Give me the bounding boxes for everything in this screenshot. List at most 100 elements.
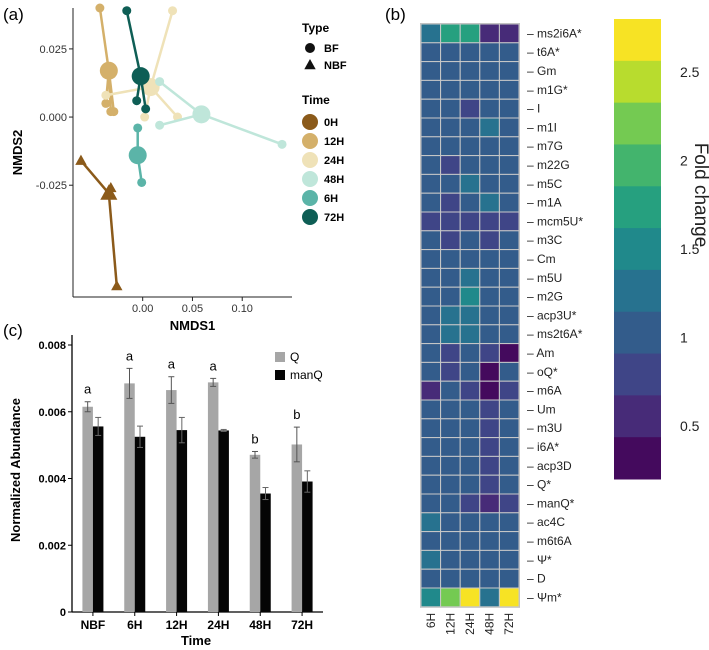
heatmap-cell bbox=[479, 305, 500, 326]
heatmap-cell bbox=[479, 249, 500, 269]
heatmap-cell bbox=[420, 455, 442, 476]
heatmap-cell bbox=[440, 399, 461, 420]
x-tick-label: 0.10 bbox=[232, 303, 253, 315]
heatmap-cell bbox=[440, 211, 461, 232]
heatmap-cell bbox=[498, 23, 520, 44]
heatmap-cell bbox=[459, 286, 481, 307]
heatmap-cell bbox=[479, 173, 500, 194]
legend-time-swatch bbox=[302, 114, 318, 130]
heatmap-cell bbox=[498, 399, 520, 420]
heatmap-cell bbox=[479, 512, 500, 533]
row-label: – Q* bbox=[527, 478, 551, 492]
x-tick-label: 24H bbox=[207, 618, 229, 632]
heatmap-cell bbox=[498, 230, 520, 251]
row-label: – acp3U* bbox=[527, 308, 577, 322]
heatmap-cell bbox=[459, 230, 481, 251]
heatmap-cell bbox=[498, 361, 520, 382]
heatmap-cell bbox=[420, 23, 442, 44]
heatmap-cell bbox=[479, 549, 500, 570]
heatmap-cell bbox=[479, 587, 500, 608]
row-label: – manQ* bbox=[527, 496, 575, 510]
heatmap-cell bbox=[498, 531, 520, 551]
heatmap-cell bbox=[440, 286, 461, 307]
heatmap-cell bbox=[440, 155, 461, 175]
legend-time-title: Time bbox=[302, 93, 330, 107]
heatmap-cell bbox=[440, 493, 461, 514]
data-point-72H bbox=[122, 6, 132, 16]
heatmap-cell bbox=[498, 42, 520, 63]
row-label: – ms2i6A* bbox=[527, 26, 582, 40]
bar-Q bbox=[249, 454, 261, 612]
colorbar-tick-label: 1.5 bbox=[680, 241, 700, 257]
row-label: – mcm5U* bbox=[527, 214, 583, 228]
y-tick-label: 0.008 bbox=[38, 340, 66, 352]
heatmap-cell bbox=[440, 324, 461, 345]
bar-Q bbox=[82, 406, 93, 612]
colorbar-band bbox=[614, 353, 661, 396]
heatmap-cell bbox=[498, 512, 520, 533]
heatmap-cell bbox=[479, 79, 500, 100]
heatmap-cell bbox=[420, 380, 442, 401]
bar-manQ bbox=[302, 481, 313, 612]
heatmap-cell bbox=[440, 437, 461, 457]
colorbar-title: Fold change bbox=[690, 143, 709, 248]
row-label: – Ψm* bbox=[527, 590, 562, 604]
heatmap-cell bbox=[440, 455, 461, 476]
colorbar-tick-label: 2.5 bbox=[680, 64, 700, 80]
heatmap-cell bbox=[479, 117, 500, 138]
heatmap-cell bbox=[479, 493, 500, 514]
heatmap-cell bbox=[498, 418, 520, 439]
heatmap-cell bbox=[498, 98, 520, 119]
x-tick-label: 48H bbox=[249, 618, 271, 632]
centroid-0H bbox=[100, 184, 118, 200]
colorbar-tick-label: 2 bbox=[680, 153, 688, 169]
x-tick-label: 6H bbox=[127, 618, 142, 632]
heatmap-cell bbox=[479, 361, 500, 382]
heatmap-cell bbox=[498, 380, 520, 401]
heatmap-cell bbox=[498, 455, 520, 476]
row-label: – Um bbox=[527, 402, 556, 416]
heatmap-cell bbox=[420, 512, 442, 533]
data-point-48H bbox=[155, 77, 165, 87]
row-label: – t6A* bbox=[527, 45, 560, 59]
colorbar-band bbox=[614, 19, 661, 62]
heatmap-cell bbox=[420, 42, 442, 63]
heatmap-cell bbox=[498, 155, 520, 175]
heatmap-cell bbox=[479, 42, 500, 63]
row-label: – Ψ* bbox=[527, 553, 552, 567]
heatmap-cell bbox=[498, 549, 520, 570]
centroid-72H bbox=[131, 67, 150, 86]
heatmap-cell bbox=[440, 549, 461, 570]
colorbar-band bbox=[614, 437, 661, 480]
x-tick-label: 72H bbox=[291, 618, 313, 632]
row-label: – m1A bbox=[527, 196, 562, 210]
legend-label: Q bbox=[290, 350, 299, 364]
colorbar-band bbox=[614, 186, 661, 229]
legend-triangle-icon bbox=[304, 59, 316, 70]
panel-label-a: (a) bbox=[3, 5, 24, 24]
x-tick-label: 0.00 bbox=[132, 303, 153, 315]
heatmap-cell bbox=[459, 267, 481, 288]
centroid-12H bbox=[99, 61, 118, 80]
heatmap-cell bbox=[479, 23, 500, 44]
legend-type-title: Type bbox=[302, 21, 329, 35]
heatmap-cell bbox=[440, 79, 461, 100]
heatmap-cell bbox=[459, 23, 481, 44]
heatmap-cell bbox=[459, 249, 481, 269]
heatmap-cell bbox=[479, 230, 500, 251]
column-label: 6H bbox=[424, 613, 438, 628]
heatmap-cell bbox=[498, 267, 520, 288]
heatmap-cell bbox=[420, 98, 442, 119]
heatmap-cell bbox=[420, 418, 442, 439]
data-point-48H bbox=[155, 120, 165, 130]
colorbar-band bbox=[614, 269, 661, 313]
x-tick-label: NBF bbox=[81, 618, 106, 632]
heatmap-cell bbox=[440, 531, 461, 551]
legend-circle-icon bbox=[305, 43, 315, 53]
legend-time-swatch bbox=[302, 190, 318, 206]
legend-label: manQ bbox=[290, 368, 323, 382]
x-tick-label: 0.05 bbox=[182, 303, 203, 315]
heatmap-cell bbox=[440, 98, 461, 119]
heatmap-cell bbox=[459, 418, 481, 439]
